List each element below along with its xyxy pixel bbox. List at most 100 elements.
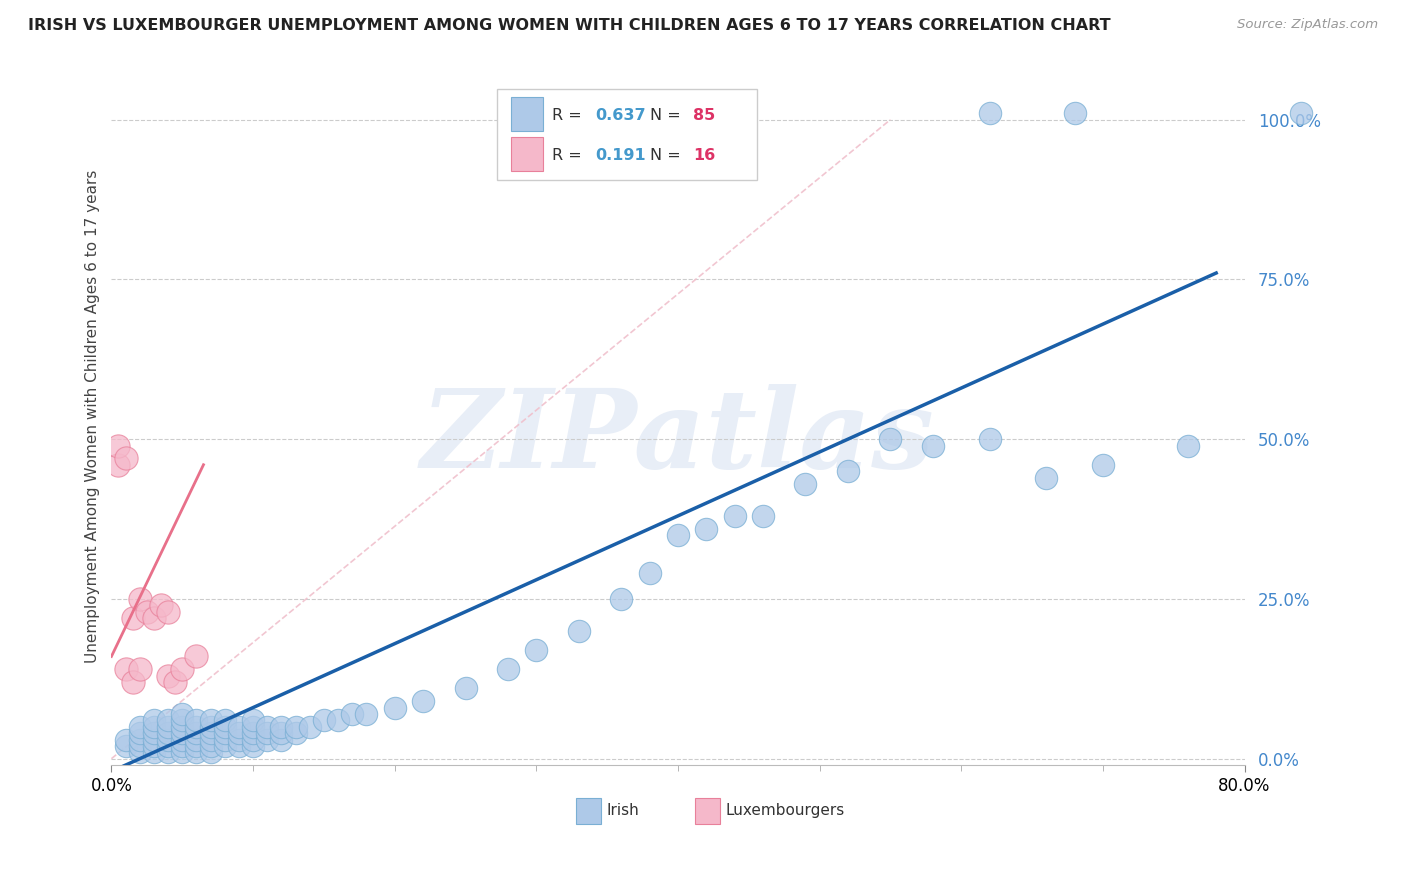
Point bbox=[922, 439, 945, 453]
Point bbox=[200, 720, 222, 734]
Point bbox=[142, 720, 165, 734]
Point bbox=[242, 726, 264, 740]
Point bbox=[114, 739, 136, 753]
Point bbox=[284, 726, 307, 740]
Point bbox=[128, 745, 150, 759]
Point bbox=[214, 720, 236, 734]
Point bbox=[172, 732, 194, 747]
Point bbox=[172, 662, 194, 676]
Point bbox=[142, 714, 165, 728]
Point bbox=[142, 611, 165, 625]
Point bbox=[172, 726, 194, 740]
Bar bbox=[512, 97, 543, 130]
Text: 16: 16 bbox=[693, 148, 714, 163]
Point bbox=[242, 739, 264, 753]
Point bbox=[186, 745, 208, 759]
Point bbox=[157, 739, 180, 753]
Point bbox=[1063, 106, 1085, 120]
Point bbox=[157, 714, 180, 728]
Point bbox=[638, 566, 661, 581]
Point bbox=[114, 732, 136, 747]
Point bbox=[752, 508, 775, 523]
Point bbox=[228, 732, 250, 747]
Point bbox=[165, 675, 187, 690]
Bar bbox=[695, 797, 720, 824]
Point bbox=[242, 720, 264, 734]
Point bbox=[128, 739, 150, 753]
Point bbox=[242, 714, 264, 728]
FancyBboxPatch shape bbox=[496, 89, 758, 180]
Point bbox=[256, 720, 278, 734]
Point bbox=[568, 624, 591, 638]
Point bbox=[228, 726, 250, 740]
Point bbox=[1035, 470, 1057, 484]
Point bbox=[114, 662, 136, 676]
Point bbox=[128, 732, 150, 747]
Text: R =: R = bbox=[553, 148, 588, 163]
Text: N =: N = bbox=[650, 148, 686, 163]
Point bbox=[666, 528, 689, 542]
Point bbox=[200, 726, 222, 740]
Point bbox=[200, 739, 222, 753]
Point bbox=[723, 508, 745, 523]
Point bbox=[121, 675, 143, 690]
Point bbox=[214, 714, 236, 728]
Point bbox=[200, 714, 222, 728]
Text: N =: N = bbox=[650, 108, 686, 123]
Point bbox=[356, 706, 378, 721]
Point bbox=[157, 732, 180, 747]
Point bbox=[326, 714, 349, 728]
Point bbox=[1177, 439, 1199, 453]
Point bbox=[200, 745, 222, 759]
Point bbox=[610, 591, 633, 606]
Text: Luxembourgers: Luxembourgers bbox=[725, 803, 845, 818]
Point bbox=[214, 732, 236, 747]
Point bbox=[142, 739, 165, 753]
Point bbox=[879, 432, 901, 446]
Point bbox=[186, 720, 208, 734]
Point bbox=[128, 662, 150, 676]
Point bbox=[228, 720, 250, 734]
Point bbox=[256, 732, 278, 747]
Point bbox=[114, 451, 136, 466]
Point bbox=[284, 720, 307, 734]
Point bbox=[979, 106, 1001, 120]
Point bbox=[107, 458, 129, 472]
Point bbox=[149, 599, 172, 613]
Point bbox=[524, 643, 547, 657]
Text: Source: ZipAtlas.com: Source: ZipAtlas.com bbox=[1237, 18, 1378, 31]
Point bbox=[186, 732, 208, 747]
Point bbox=[186, 726, 208, 740]
Point bbox=[794, 477, 817, 491]
Point bbox=[128, 591, 150, 606]
Point bbox=[107, 439, 129, 453]
Text: ZIPatlas: ZIPatlas bbox=[420, 384, 935, 491]
Point bbox=[200, 732, 222, 747]
Point bbox=[128, 726, 150, 740]
Text: IRISH VS LUXEMBOURGER UNEMPLOYMENT AMONG WOMEN WITH CHILDREN AGES 6 TO 17 YEARS : IRISH VS LUXEMBOURGER UNEMPLOYMENT AMONG… bbox=[28, 18, 1111, 33]
Text: 0.637: 0.637 bbox=[595, 108, 645, 123]
Point bbox=[1091, 458, 1114, 472]
Point bbox=[172, 706, 194, 721]
Point bbox=[142, 732, 165, 747]
Bar bbox=[512, 137, 543, 170]
Text: 85: 85 bbox=[693, 108, 714, 123]
Point bbox=[695, 522, 717, 536]
Point bbox=[228, 739, 250, 753]
Point bbox=[256, 726, 278, 740]
Point bbox=[157, 745, 180, 759]
Point bbox=[242, 732, 264, 747]
Point bbox=[412, 694, 434, 708]
Text: 0.191: 0.191 bbox=[595, 148, 645, 163]
Point bbox=[172, 745, 194, 759]
Text: Irish: Irish bbox=[606, 803, 640, 818]
Point bbox=[186, 739, 208, 753]
Point bbox=[298, 720, 321, 734]
Point bbox=[186, 649, 208, 664]
Point bbox=[384, 700, 406, 714]
Point bbox=[142, 726, 165, 740]
Point bbox=[496, 662, 519, 676]
Point bbox=[157, 668, 180, 682]
Point bbox=[121, 611, 143, 625]
Point bbox=[157, 726, 180, 740]
